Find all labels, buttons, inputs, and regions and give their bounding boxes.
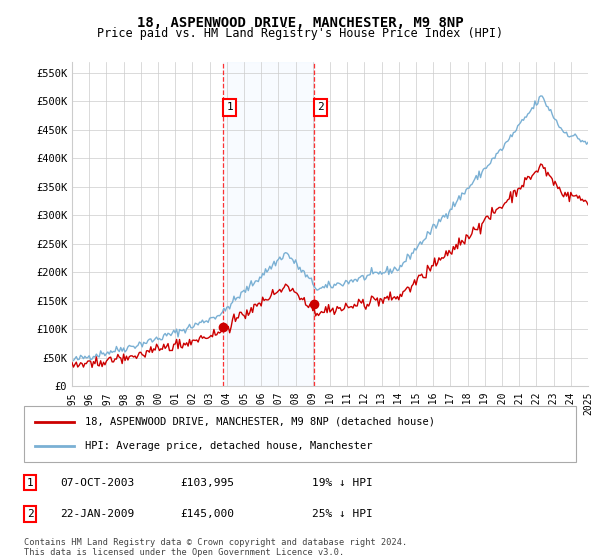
- Text: 25% ↓ HPI: 25% ↓ HPI: [312, 509, 373, 519]
- Text: 2: 2: [317, 102, 324, 112]
- Text: HPI: Average price, detached house, Manchester: HPI: Average price, detached house, Manc…: [85, 441, 372, 451]
- Text: 19% ↓ HPI: 19% ↓ HPI: [312, 478, 373, 488]
- Text: Contains HM Land Registry data © Crown copyright and database right 2024.
This d: Contains HM Land Registry data © Crown c…: [24, 538, 407, 557]
- Text: 07-OCT-2003: 07-OCT-2003: [60, 478, 134, 488]
- Text: 18, ASPENWOOD DRIVE, MANCHESTER, M9 8NP: 18, ASPENWOOD DRIVE, MANCHESTER, M9 8NP: [137, 16, 463, 30]
- Text: 2: 2: [26, 509, 34, 519]
- Text: £103,995: £103,995: [180, 478, 234, 488]
- Text: 18, ASPENWOOD DRIVE, MANCHESTER, M9 8NP (detached house): 18, ASPENWOOD DRIVE, MANCHESTER, M9 8NP …: [85, 417, 435, 427]
- Text: 1: 1: [26, 478, 34, 488]
- Text: 22-JAN-2009: 22-JAN-2009: [60, 509, 134, 519]
- FancyBboxPatch shape: [24, 406, 576, 462]
- Text: £145,000: £145,000: [180, 509, 234, 519]
- Text: Price paid vs. HM Land Registry's House Price Index (HPI): Price paid vs. HM Land Registry's House …: [97, 27, 503, 40]
- Text: 1: 1: [226, 102, 233, 112]
- Bar: [223, 62, 314, 386]
